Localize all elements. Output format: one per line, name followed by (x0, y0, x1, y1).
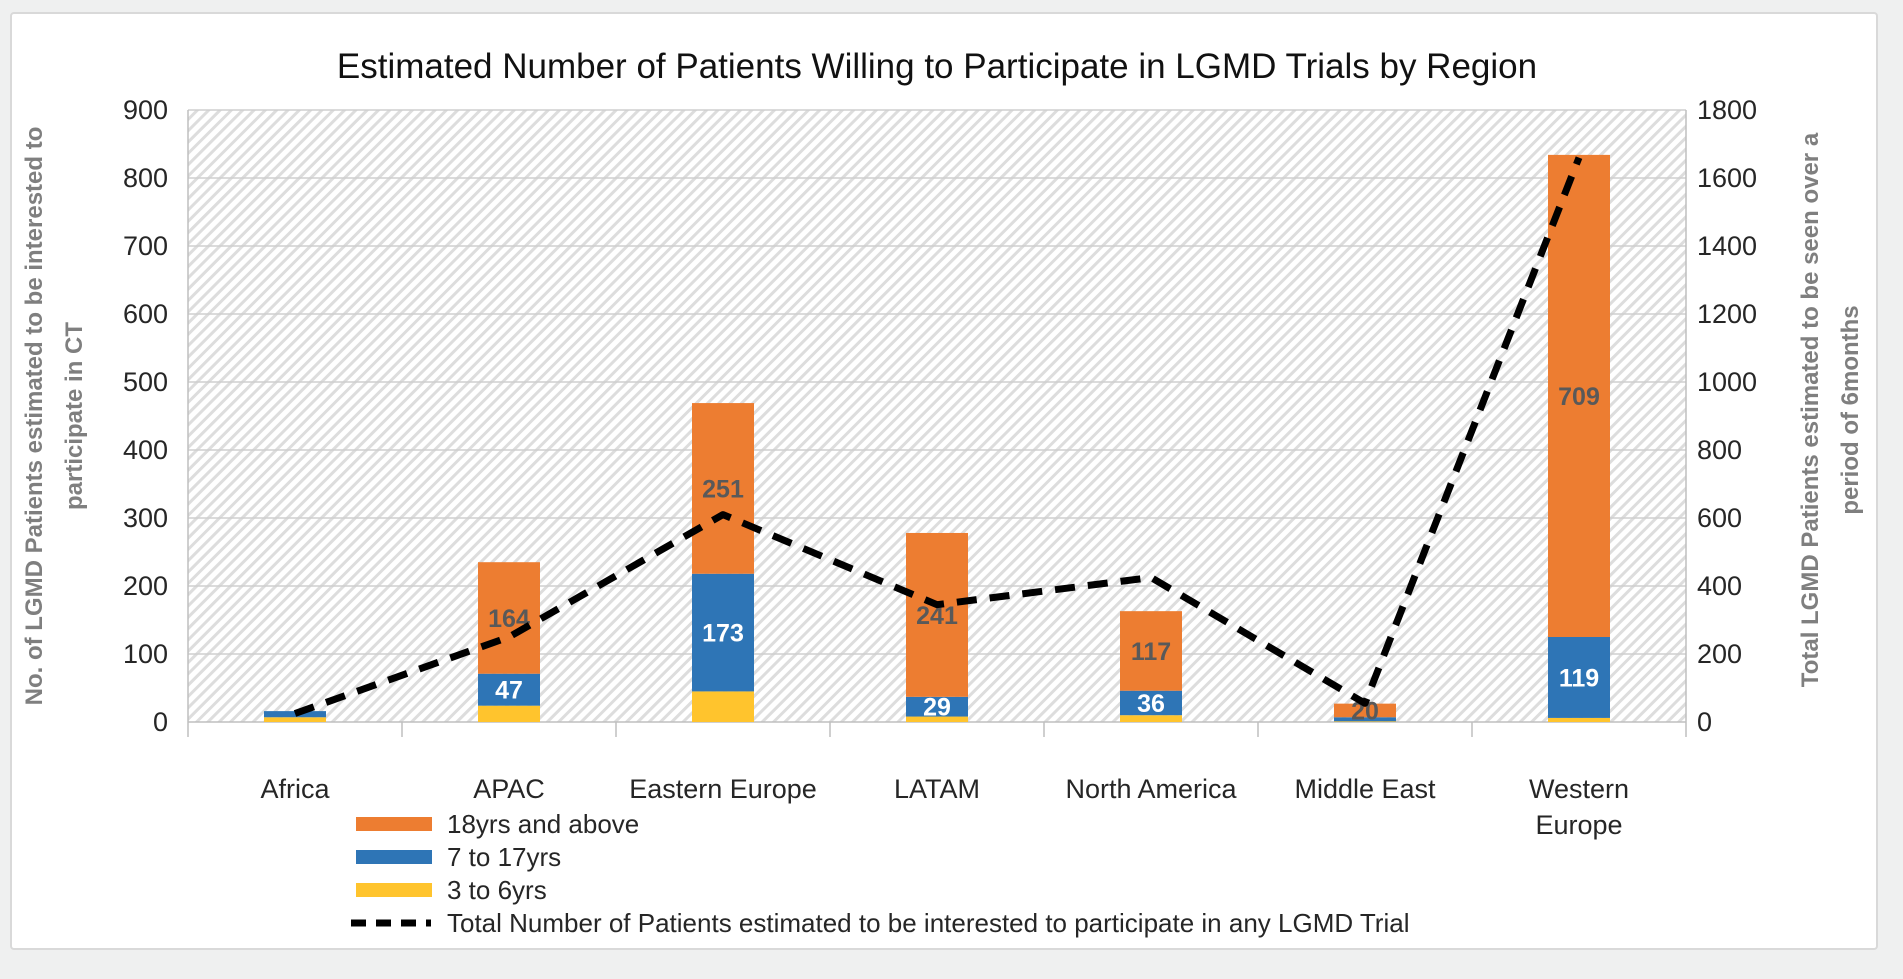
right-axis-tick-label: 400 (1697, 571, 1742, 601)
bar-segment-18yrs-and-above-APAC[interactable] (478, 562, 540, 674)
category-label: Africa (260, 774, 330, 804)
category-label: Western (1529, 774, 1629, 804)
right-axis-tick-label: 1200 (1697, 299, 1757, 329)
legend-label: 18yrs and above (447, 809, 639, 839)
left-axis-tick-label: 700 (123, 231, 168, 261)
left-axis-tick-label: 300 (123, 503, 168, 533)
right-axis-tick-label: 600 (1697, 503, 1742, 533)
bar-segment-18yrs-and-above-Western-Europe[interactable] (1548, 154, 1610, 637)
category-label: LATAM (894, 774, 980, 804)
bar-data-label: 47 (495, 677, 523, 705)
category-label: North America (1065, 774, 1237, 804)
left-axis-tick-label: 200 (123, 571, 168, 601)
bar-segment-7-to-17yrs-Middle-East[interactable] (1334, 717, 1396, 722)
right-axis-tick-label: 1400 (1697, 231, 1757, 261)
bar-segment-7-to-17yrs-Western-Europe[interactable] (1548, 637, 1610, 718)
category-label: Europe (1535, 810, 1622, 840)
bar-segment-3-to-6yrs-North-America[interactable] (1120, 715, 1182, 722)
bar-segment-18yrs-and-above-LATAM[interactable] (906, 532, 968, 697)
legend-swatch (356, 817, 432, 831)
legend-item-Total-Number-of-Patients-estimated-to-be[interactable]: Total Number of Patients estimated to be… (351, 908, 1409, 938)
bar-data-label: 709 (1558, 383, 1600, 411)
bar-data-label: 117 (1131, 638, 1171, 666)
bar-data-label: 29 (923, 694, 951, 722)
right-axis-title-line2: period of 6months (1837, 305, 1864, 514)
right-axis-tick-label: 1600 (1697, 163, 1757, 193)
bar-data-label: 173 (702, 620, 744, 648)
bar-data-label: 119 (1559, 664, 1599, 692)
bar-segment-18yrs-and-above-North-America[interactable] (1120, 611, 1182, 691)
left-axis-tick-label: 100 (123, 639, 168, 669)
bar-segment-3-to-6yrs-Middle-East[interactable] (1334, 721, 1396, 722)
right-axis-tick-label: 1800 (1697, 95, 1757, 125)
bar-segment-18yrs-and-above-Eastern-Europe[interactable] (692, 403, 754, 574)
bar-segment-3-to-6yrs-APAC[interactable] (478, 705, 540, 722)
category-label: Middle East (1294, 774, 1436, 804)
left-axis-tick-label: 800 (123, 163, 168, 193)
left-axis-title-line1: No. of LGMD Patients estimated to be int… (21, 127, 48, 706)
category-label: Eastern Europe (629, 774, 817, 804)
category-label: APAC (473, 774, 545, 804)
bar-segment-18yrs-and-above-Middle-East[interactable] (1334, 703, 1396, 718)
total-patients-line[interactable] (293, 156, 1583, 717)
legend-item-7-to-17yrs[interactable]: 7 to 17yrs (356, 842, 561, 872)
chart-title: Estimated Number of Patients Willing to … (337, 47, 1537, 86)
right-axis-tick-label: 1000 (1697, 367, 1757, 397)
left-axis-tick-label: 600 (123, 299, 168, 329)
legend-item-18yrs-and-above[interactable]: 18yrs and above (356, 809, 639, 839)
left-axis-tick-label: 0 (153, 707, 168, 737)
left-axis-tick-label: 900 (123, 95, 168, 125)
bar-segment-7-to-17yrs-Africa[interactable] (264, 711, 326, 718)
left-axis-title-line2: participate in CT (61, 322, 88, 510)
right-axis-title-line1: Total LGMD Patients estimated to be seen… (1797, 132, 1824, 687)
bar-segment-7-to-17yrs-LATAM[interactable] (906, 696, 968, 717)
bar-data-label: 36 (1137, 690, 1165, 718)
bar-segment-3-to-6yrs-Eastern-Europe[interactable] (692, 691, 754, 722)
bar-segment-3-to-6yrs-LATAM[interactable] (906, 716, 968, 722)
left-axis-tick-label: 500 (123, 367, 168, 397)
left-axis-tick-label: 400 (123, 435, 168, 465)
legend-swatch (356, 850, 432, 864)
bar-data-label: 251 (702, 475, 744, 503)
bar-segment-3-to-6yrs-Africa[interactable] (264, 717, 326, 722)
legend-label: Total Number of Patients estimated to be… (447, 908, 1409, 938)
right-axis-tick-label: 200 (1697, 639, 1742, 669)
bar-segment-7-to-17yrs-APAC[interactable] (478, 673, 540, 706)
legend-item-3-to-6yrs[interactable]: 3 to 6yrs (356, 875, 547, 905)
legend-label: 7 to 17yrs (447, 842, 561, 872)
legend-label: 3 to 6yrs (447, 875, 547, 905)
bar-segment-7-to-17yrs-Eastern-Europe[interactable] (692, 573, 754, 692)
bar-segment-3-to-6yrs-Western-Europe[interactable] (1548, 717, 1610, 722)
right-axis-tick-label: 800 (1697, 435, 1742, 465)
bar-segment-7-to-17yrs-North-America[interactable] (1120, 690, 1182, 716)
legend-swatch (356, 883, 432, 897)
right-axis-tick-label: 0 (1697, 707, 1712, 737)
